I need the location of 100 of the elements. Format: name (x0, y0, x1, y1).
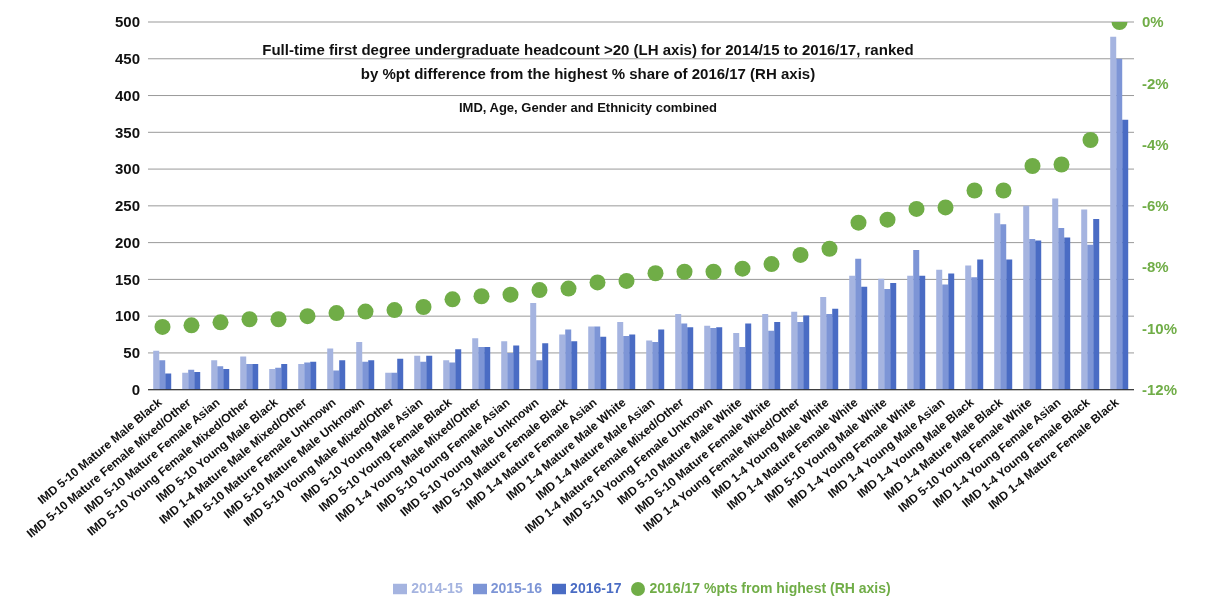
point (850, 214, 867, 231)
bar (1006, 259, 1013, 390)
text: Full-time first degree undergraduate headcount >20 (LH axis) for 2014/15 to 2016/17, ranked by %pt difference from the highest % share of 2016/17 (RH axis) (261, 40, 915, 84)
point (1082, 131, 1099, 148)
bar (391, 372, 398, 390)
y-tick-label: 150 (114, 270, 140, 288)
bar (884, 288, 891, 390)
bar (658, 329, 665, 390)
bar (426, 355, 433, 390)
bar (1035, 240, 1042, 390)
text: IMD, Age, Gender and Ethnicity combined (457, 100, 719, 115)
bar (571, 341, 578, 390)
bar (188, 369, 195, 390)
point (589, 274, 606, 291)
y2-tick-label: -10% (1142, 319, 1178, 337)
bar (849, 275, 856, 390)
point (299, 308, 316, 325)
bar (153, 350, 160, 390)
point (821, 240, 838, 257)
point (1024, 158, 1041, 175)
y-tick-label: 500 (114, 13, 140, 31)
point (560, 280, 577, 297)
bar (681, 323, 688, 390)
point (386, 302, 403, 319)
bar (629, 334, 636, 390)
bar (397, 358, 404, 390)
bar (507, 352, 514, 390)
bar (739, 347, 746, 390)
bar (211, 360, 218, 390)
bar (1093, 219, 1100, 390)
bar (542, 343, 549, 390)
bar (646, 340, 653, 390)
bar (1029, 238, 1036, 390)
bar (797, 322, 804, 390)
bar (565, 329, 572, 390)
bar (704, 325, 711, 390)
point (183, 317, 200, 334)
point (763, 256, 780, 273)
bar (733, 333, 740, 390)
point (444, 291, 461, 308)
bar (600, 336, 607, 390)
bar (791, 311, 798, 390)
point (357, 303, 374, 320)
point (879, 211, 896, 228)
bar (994, 213, 1001, 390)
bar (484, 347, 491, 390)
point (531, 282, 548, 299)
y2-tick-label: -8% (1142, 258, 1169, 276)
point (154, 318, 171, 335)
bar (913, 249, 920, 390)
y-tick-label: 300 (114, 160, 140, 178)
bar (223, 369, 230, 390)
point (995, 182, 1012, 199)
bar (362, 361, 369, 390)
bar (803, 315, 810, 390)
bar (965, 265, 972, 390)
bar (310, 361, 317, 390)
bar (281, 363, 288, 390)
y-tick-label: 200 (114, 233, 140, 251)
point (473, 288, 490, 305)
point (618, 272, 635, 289)
bar (339, 360, 346, 390)
bar (1052, 198, 1059, 390)
bar (623, 336, 630, 390)
bar (936, 269, 943, 390)
point (328, 305, 345, 322)
y-tick-label: 0 (131, 381, 140, 399)
bar (298, 363, 305, 390)
bar (617, 322, 624, 390)
bar (594, 326, 601, 390)
bar (1122, 119, 1129, 390)
bar (1116, 58, 1123, 390)
y-tick-label: 450 (114, 50, 140, 68)
bar (826, 313, 833, 390)
y-tick-label: 350 (114, 123, 140, 141)
legend-label: 2016/17 %pts from highest (RH axis) (649, 579, 891, 596)
bar (762, 313, 769, 390)
bar (919, 275, 926, 390)
bar (455, 349, 462, 390)
point (937, 199, 954, 216)
bar (710, 327, 717, 390)
bar (652, 341, 659, 390)
y-tick-label: 100 (114, 307, 140, 325)
y-tick-label: 400 (114, 86, 140, 104)
bar (252, 363, 259, 390)
bar (1087, 244, 1094, 390)
bar (472, 338, 479, 390)
bar (832, 308, 839, 390)
bar (449, 362, 456, 390)
bar (182, 372, 189, 390)
bar (675, 313, 682, 390)
bar (513, 345, 520, 390)
bar (385, 372, 392, 390)
point (502, 286, 519, 303)
point (212, 314, 229, 331)
bar (745, 323, 752, 390)
bar (356, 341, 363, 390)
bar (1058, 227, 1065, 390)
bar (530, 302, 537, 390)
bar (217, 366, 224, 390)
